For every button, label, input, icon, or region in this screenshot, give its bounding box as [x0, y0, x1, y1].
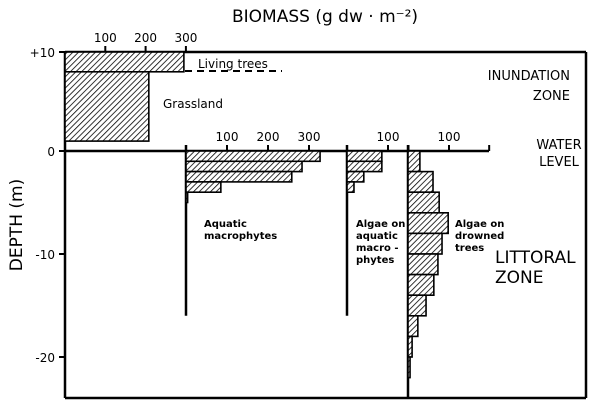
- label-level: LEVEL: [539, 155, 580, 170]
- bar-algae-trees: [407, 232, 443, 255]
- chart-title: BIOMASS (g dw · m⁻²): [232, 7, 418, 27]
- x-tick-label: 200: [134, 31, 157, 45]
- bar-algae-macrophytes: [346, 150, 383, 163]
- label-living-trees: Living trees: [198, 57, 268, 71]
- y-tick-label: -10: [35, 248, 55, 262]
- x-tick-label: 200: [257, 130, 280, 144]
- label-inundation-zone: ZONE: [533, 89, 570, 104]
- series-label-algae-macrophytes: Algae on: [356, 219, 405, 230]
- bar-macrophytes: [185, 150, 321, 163]
- bar-algae-macrophytes: [346, 181, 355, 193]
- y-tick-label: -20: [35, 351, 55, 365]
- bar-algae-trees: [407, 170, 434, 194]
- bar-algae-trees: [407, 335, 413, 358]
- x-tick-label: 100: [216, 130, 239, 144]
- series-label-algae-trees: trees: [455, 243, 484, 254]
- panel-terrestrial: 100 200 300: [64, 31, 197, 142]
- x-tick-label: 100: [438, 130, 461, 144]
- label-water: WATER: [536, 138, 581, 153]
- series-label-algae-macrophytes: aquatic: [356, 231, 398, 242]
- bar-algae-trees: [407, 253, 439, 276]
- bar-algae-trees: [407, 294, 427, 317]
- x-tick-label: 300: [174, 31, 197, 45]
- label-inundation: INUNDATION: [488, 69, 570, 84]
- label-grassland: Grassland: [163, 97, 223, 111]
- bar-macrophytes: [185, 170, 293, 183]
- x-tick-label: 100: [377, 130, 400, 144]
- series-label-macrophytes: macrophytes: [204, 231, 277, 242]
- bar-macrophytes: [185, 191, 189, 204]
- bar-algae-trees: [407, 212, 449, 235]
- series-label-algae-trees: Algae on: [455, 219, 504, 230]
- series-label-algae-macrophytes: macro -: [356, 243, 399, 254]
- series-label-algae-trees: drowned: [455, 231, 504, 242]
- bar-algae-macrophytes: [346, 160, 383, 173]
- y-tick-label: 0: [47, 145, 55, 159]
- x-tick-label: 300: [298, 130, 321, 144]
- bar-algae-trees: [407, 191, 440, 214]
- bar-grassland: [64, 71, 150, 142]
- bar-algae-macrophytes: [346, 170, 365, 183]
- x-tick-label: 100: [94, 31, 117, 45]
- bar-algae-trees: [407, 356, 411, 379]
- bar-algae-trees: [407, 314, 419, 338]
- bar-macrophytes: [185, 181, 222, 193]
- bar-macrophytes: [185, 160, 303, 173]
- label-littoral: LITTORAL: [495, 248, 576, 268]
- series-label-macrophytes: Aquatic: [204, 219, 247, 230]
- bar-algae-trees: [407, 273, 435, 297]
- y-ticks: +10 0 -10 -20: [30, 46, 65, 365]
- bar-living-trees: [64, 51, 185, 73]
- series-label-algae-macrophytes: phytes: [356, 255, 394, 266]
- y-tick-label: +10: [30, 46, 55, 60]
- y-axis-label: DEPTH (m): [7, 179, 27, 271]
- label-littoral-zone: ZONE: [495, 268, 544, 288]
- bar-algae-trees: [407, 150, 421, 173]
